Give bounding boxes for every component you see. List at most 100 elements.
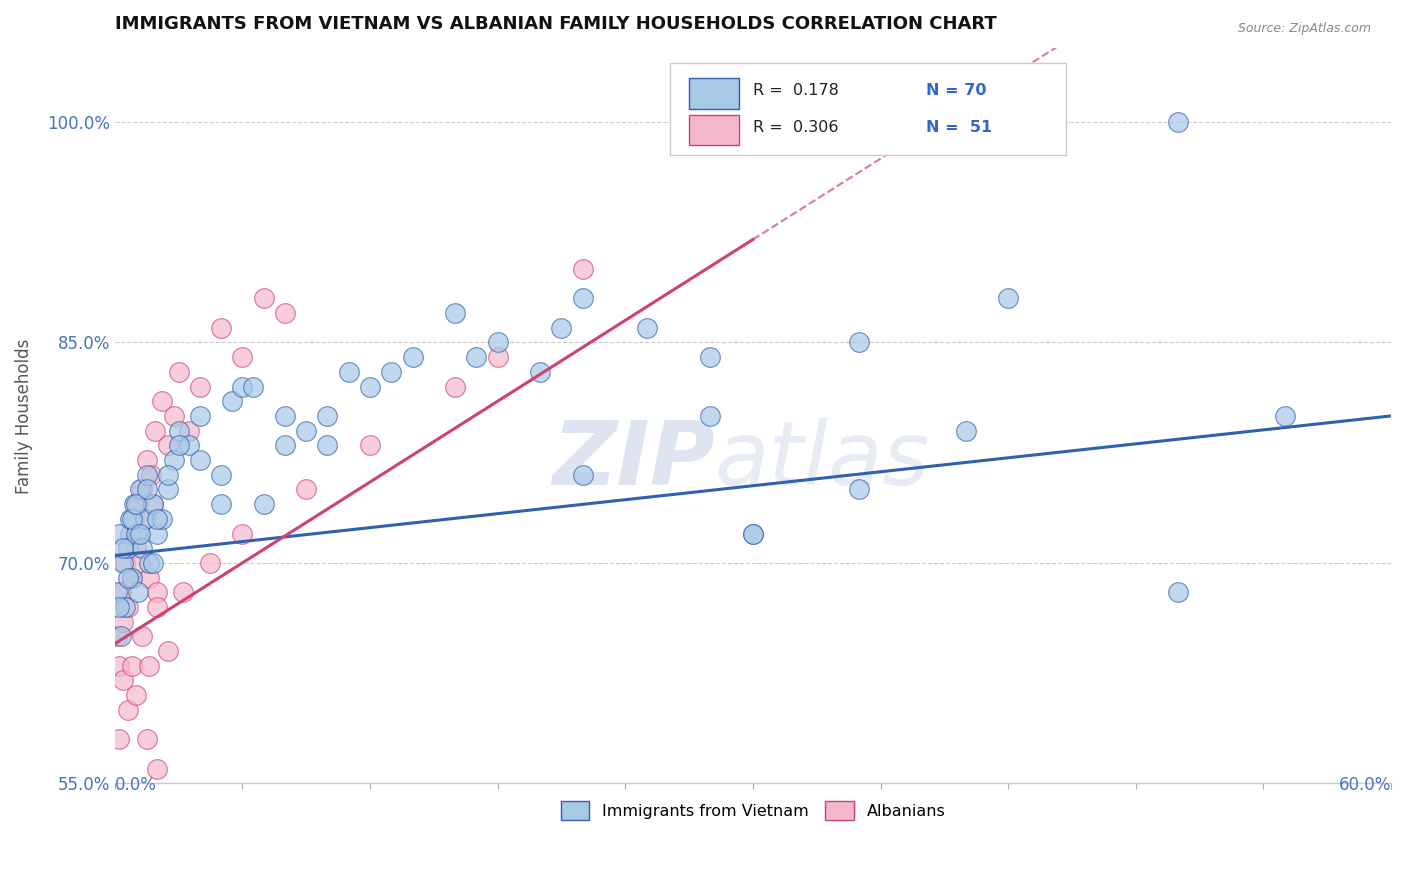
Point (112, 541, 135, 556)
Point (741, 526, 763, 541)
Point (529, 365, 551, 379)
Point (1274, 409, 1296, 423)
Point (121, 571, 143, 585)
Point (380, 365, 402, 379)
Point (486, 350, 509, 364)
Point (221, 821, 243, 835)
Text: N =  51: N = 51 (927, 120, 993, 135)
Point (131, 483, 153, 497)
Point (110, 629, 132, 643)
Point (150, 512, 173, 526)
Text: Source: ZipAtlas.com: Source: ZipAtlas.com (1237, 22, 1371, 36)
Point (143, 424, 166, 438)
Point (139, 467, 162, 482)
Point (122, 512, 145, 526)
Point (848, 483, 870, 497)
Point (112, 673, 135, 688)
Point (131, 629, 153, 643)
Point (955, 424, 977, 438)
Point (316, 438, 339, 452)
Point (146, 762, 169, 776)
Point (167, 791, 190, 805)
Point (121, 571, 143, 585)
Point (156, 644, 179, 658)
Point (167, 365, 190, 379)
Point (131, 541, 153, 556)
Point (179, 438, 201, 452)
Point (200, 556, 222, 570)
Point (105, 629, 128, 643)
Point (188, 409, 211, 423)
Point (118, 512, 141, 526)
Point (108, 732, 131, 747)
Point (401, 350, 423, 364)
Point (110, 585, 132, 599)
Point (274, 306, 297, 320)
Point (741, 526, 763, 541)
Point (125, 688, 148, 702)
Point (129, 526, 152, 541)
Point (146, 526, 169, 541)
Point (571, 291, 593, 305)
Point (295, 424, 318, 438)
Point (125, 541, 148, 556)
Point (444, 306, 467, 320)
Point (125, 497, 148, 511)
Point (121, 512, 143, 526)
Point (127, 497, 149, 511)
Point (1167, 585, 1189, 599)
Point (167, 438, 190, 452)
Point (122, 497, 145, 511)
FancyBboxPatch shape (689, 78, 738, 109)
Point (636, 320, 658, 334)
Point (114, 599, 136, 614)
FancyBboxPatch shape (669, 63, 1066, 155)
Text: 0.0%: 0.0% (115, 776, 156, 794)
Point (274, 438, 297, 452)
Point (172, 585, 194, 599)
Point (108, 526, 131, 541)
Point (138, 658, 160, 673)
Point (146, 512, 169, 526)
Point (997, 291, 1019, 305)
Point (138, 556, 160, 570)
Point (156, 438, 179, 452)
Point (295, 483, 318, 497)
Legend: Immigrants from Vietnam, Albanians: Immigrants from Vietnam, Albanians (554, 795, 952, 827)
Point (129, 556, 152, 570)
Point (121, 658, 143, 673)
Text: atlas: atlas (714, 417, 929, 503)
Point (117, 541, 139, 556)
Point (112, 615, 135, 629)
Point (231, 526, 253, 541)
Point (163, 409, 186, 423)
Text: IMMIGRANTS FROM VIETNAM VS ALBANIAN FAMILY HOUSEHOLDS CORRELATION CHART: IMMIGRANTS FROM VIETNAM VS ALBANIAN FAMI… (115, 15, 997, 33)
Point (108, 658, 131, 673)
Point (142, 497, 165, 511)
Point (550, 320, 572, 334)
Point (316, 409, 339, 423)
Point (571, 261, 593, 276)
Point (156, 467, 179, 482)
Text: R =  0.178: R = 0.178 (752, 83, 839, 98)
Point (337, 365, 360, 379)
Point (274, 409, 297, 423)
Point (253, 291, 276, 305)
Point (209, 497, 232, 511)
Point (138, 571, 160, 585)
Point (699, 409, 721, 423)
Text: 60.0%: 60.0% (1339, 776, 1391, 794)
Point (188, 453, 211, 467)
Point (167, 424, 190, 438)
Y-axis label: Family Households: Family Households (15, 338, 32, 493)
Point (114, 556, 136, 570)
Point (142, 497, 165, 511)
Point (209, 320, 232, 334)
Text: ZIP: ZIP (551, 417, 714, 503)
Point (150, 394, 173, 409)
Point (108, 599, 131, 614)
Point (231, 350, 253, 364)
Point (486, 335, 509, 350)
Text: N = 70: N = 70 (927, 83, 987, 98)
Point (127, 585, 149, 599)
